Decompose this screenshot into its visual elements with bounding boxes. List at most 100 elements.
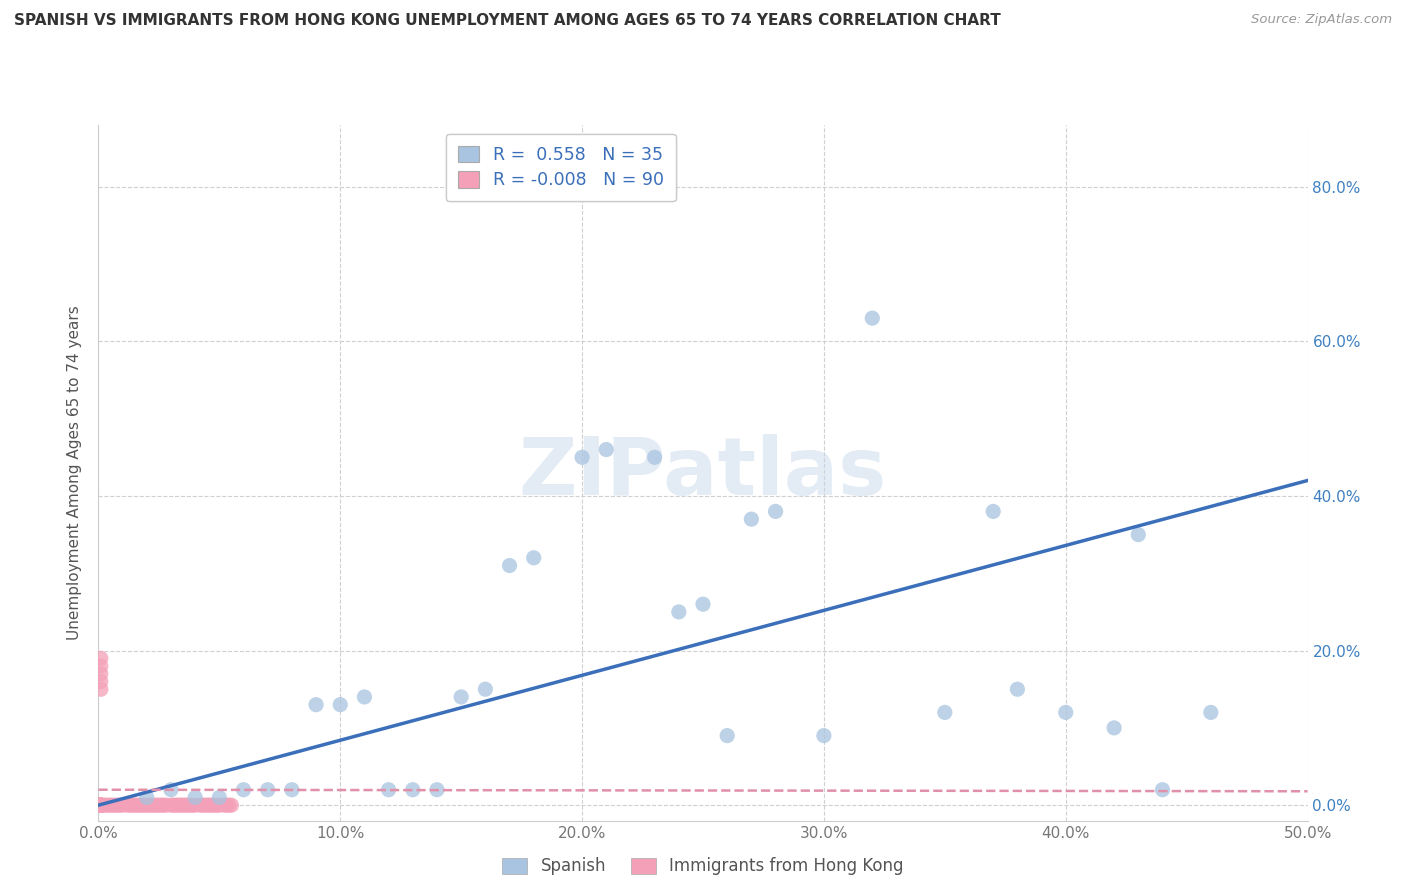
Point [195, 798, 218, 813]
Point [90, 798, 112, 813]
Point [90, 798, 112, 813]
Point [90, 798, 112, 813]
Point [90, 651, 112, 665]
Point [215, 798, 238, 813]
Point [644, 450, 666, 465]
Point [90, 798, 112, 813]
Point [90, 798, 112, 813]
Legend: R =  0.558   N = 35, R = -0.008   N = 90: R = 0.558 N = 35, R = -0.008 N = 90 [446, 134, 676, 202]
Point [90, 798, 112, 813]
Point [377, 782, 399, 797]
Point [934, 706, 956, 720]
Point [201, 798, 224, 813]
Y-axis label: Unemployment Among Ages 65 to 74 years: Unemployment Among Ages 65 to 74 years [67, 305, 83, 640]
Point [90, 798, 112, 813]
Point [90, 674, 112, 689]
Point [353, 690, 375, 704]
Text: SPANISH VS IMMIGRANTS FROM HONG KONG UNEMPLOYMENT AMONG AGES 65 TO 74 YEARS CORR: SPANISH VS IMMIGRANTS FROM HONG KONG UNE… [14, 13, 1001, 29]
Point [181, 798, 204, 813]
Point [90, 798, 112, 813]
Point [191, 798, 214, 813]
Point [134, 798, 156, 813]
Point [426, 782, 449, 797]
Point [90, 798, 112, 813]
Point [188, 798, 211, 813]
Point [184, 798, 207, 813]
Point [174, 798, 197, 813]
Point [169, 798, 191, 813]
Point [740, 512, 762, 526]
Point [205, 798, 228, 813]
Point [155, 798, 177, 813]
Point [1128, 527, 1150, 541]
Point [1007, 682, 1029, 697]
Point [145, 798, 167, 813]
Point [232, 782, 254, 797]
Point [208, 798, 231, 813]
Point [90, 798, 112, 813]
Point [177, 798, 200, 813]
Point [402, 782, 425, 797]
Point [90, 798, 112, 813]
Point [172, 798, 194, 813]
Point [523, 550, 546, 565]
Point [127, 798, 149, 813]
Point [91, 798, 114, 813]
Point [90, 659, 112, 673]
Point [90, 798, 112, 813]
Point [128, 798, 150, 813]
Point [160, 782, 183, 797]
Text: Source: ZipAtlas.com: Source: ZipAtlas.com [1251, 13, 1392, 27]
Point [198, 798, 221, 813]
Point [143, 798, 166, 813]
Point [305, 698, 328, 712]
Point [90, 798, 112, 813]
Point [595, 442, 617, 457]
Point [160, 798, 183, 813]
Point [90, 798, 112, 813]
Point [111, 798, 134, 813]
Point [860, 311, 883, 326]
Point [90, 798, 112, 813]
Point [90, 798, 112, 813]
Point [101, 798, 124, 813]
Point [212, 798, 235, 813]
Point [90, 798, 112, 813]
Point [90, 798, 112, 813]
Point [90, 798, 112, 813]
Point [97, 798, 120, 813]
Point [148, 798, 170, 813]
Legend: Spanish, Immigrants from Hong Kong: Spanish, Immigrants from Hong Kong [494, 849, 912, 884]
Point [208, 790, 231, 805]
Point [90, 798, 112, 813]
Point [329, 698, 352, 712]
Point [90, 798, 112, 813]
Point [141, 798, 163, 813]
Point [90, 798, 112, 813]
Point [179, 798, 201, 813]
Point [668, 605, 690, 619]
Point [94, 798, 117, 813]
Point [90, 666, 112, 681]
Point [450, 690, 472, 704]
Point [281, 782, 304, 797]
Point [138, 798, 160, 813]
Point [152, 798, 174, 813]
Point [1054, 706, 1077, 720]
Point [90, 798, 112, 813]
Point [135, 798, 157, 813]
Point [90, 682, 112, 697]
Point [107, 798, 129, 813]
Point [90, 798, 112, 813]
Point [104, 798, 127, 813]
Point [90, 798, 112, 813]
Point [1152, 782, 1174, 797]
Text: ZIPatlas: ZIPatlas [519, 434, 887, 512]
Point [108, 798, 131, 813]
Point [118, 798, 141, 813]
Point [124, 798, 146, 813]
Point [1102, 721, 1125, 735]
Point [981, 504, 1004, 518]
Point [135, 790, 157, 805]
Point [90, 798, 112, 813]
